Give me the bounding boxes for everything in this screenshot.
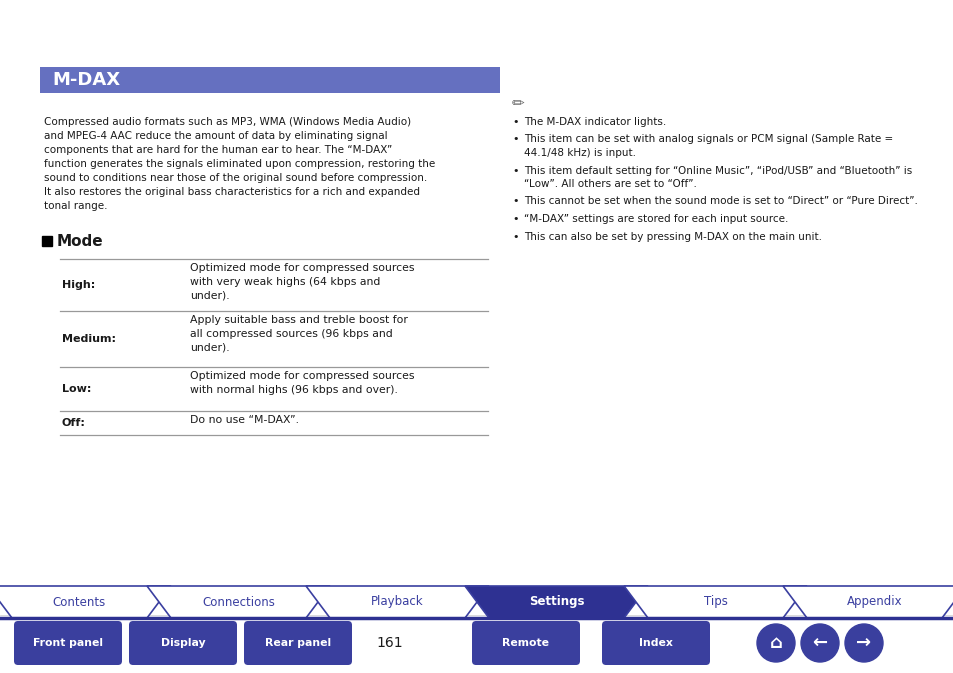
Text: Optimized mode for compressed sources
with very weak highs (64 kbps and
under).: Optimized mode for compressed sources wi… <box>190 263 414 300</box>
Text: Remote: Remote <box>502 638 549 648</box>
Text: Compressed audio formats such as MP3, WMA (Windows Media Audio)
and MPEG-4 AAC r: Compressed audio formats such as MP3, WM… <box>44 117 435 211</box>
Text: Connections: Connections <box>202 596 274 608</box>
Text: Medium:: Medium: <box>62 334 116 344</box>
Text: Off:: Off: <box>62 418 86 428</box>
Polygon shape <box>147 586 330 618</box>
Text: Playback: Playback <box>371 596 423 608</box>
Text: Low:: Low: <box>62 384 91 394</box>
Text: •: • <box>512 166 518 176</box>
Text: “M-DAX” settings are stored for each input source.: “M-DAX” settings are stored for each inp… <box>523 214 787 224</box>
Text: •: • <box>512 117 518 127</box>
FancyBboxPatch shape <box>244 621 352 665</box>
Text: Apply suitable bass and treble boost for
all compressed sources (96 kbps and
und: Apply suitable bass and treble boost for… <box>190 315 408 352</box>
Text: This can also be set by pressing M-DAX on the main unit.: This can also be set by pressing M-DAX o… <box>523 232 821 242</box>
Text: This cannot be set when the sound mode is set to “Direct” or “Pure Direct”.: This cannot be set when the sound mode i… <box>523 197 917 207</box>
Text: Display: Display <box>160 638 205 648</box>
Text: This item can be set with analog signals or PCM signal (Sample Rate =
44.1/48 kH: This item can be set with analog signals… <box>523 135 892 157</box>
Polygon shape <box>782 586 953 618</box>
Text: Do no use “M-DAX”.: Do no use “M-DAX”. <box>190 415 298 425</box>
Text: •: • <box>512 232 518 242</box>
Text: •: • <box>512 214 518 224</box>
Text: Rear panel: Rear panel <box>265 638 331 648</box>
Bar <box>42 236 52 246</box>
Text: Optimized mode for compressed sources
with normal highs (96 kbps and over).: Optimized mode for compressed sources wi… <box>190 371 414 394</box>
Text: ✏: ✏ <box>512 96 524 111</box>
Bar <box>40 67 499 93</box>
FancyBboxPatch shape <box>129 621 236 665</box>
Polygon shape <box>306 586 489 618</box>
Text: The M-DAX indicator lights.: The M-DAX indicator lights. <box>523 117 665 127</box>
Text: High:: High: <box>62 280 95 290</box>
Text: •: • <box>512 197 518 207</box>
Text: ⌂: ⌂ <box>769 634 781 652</box>
Text: Appendix: Appendix <box>846 596 902 608</box>
Polygon shape <box>623 586 806 618</box>
Text: •: • <box>512 135 518 145</box>
FancyBboxPatch shape <box>472 621 579 665</box>
Text: Tips: Tips <box>702 596 727 608</box>
Text: →: → <box>856 634 871 652</box>
FancyBboxPatch shape <box>14 621 122 665</box>
Text: Mode: Mode <box>57 234 104 248</box>
Text: This item default setting for “Online Music”, “iPod/USB” and “Bluetooth” is
“Low: This item default setting for “Online Mu… <box>523 166 911 188</box>
Text: Contents: Contents <box>52 596 106 608</box>
Polygon shape <box>0 586 171 618</box>
FancyBboxPatch shape <box>601 621 709 665</box>
Circle shape <box>757 624 794 662</box>
Circle shape <box>801 624 838 662</box>
Text: 161: 161 <box>376 636 403 650</box>
Circle shape <box>844 624 882 662</box>
Text: Settings: Settings <box>528 596 583 608</box>
Text: Front panel: Front panel <box>33 638 103 648</box>
Text: Index: Index <box>639 638 672 648</box>
Text: M-DAX: M-DAX <box>52 71 120 89</box>
Polygon shape <box>464 586 647 618</box>
Text: ←: ← <box>812 634 826 652</box>
